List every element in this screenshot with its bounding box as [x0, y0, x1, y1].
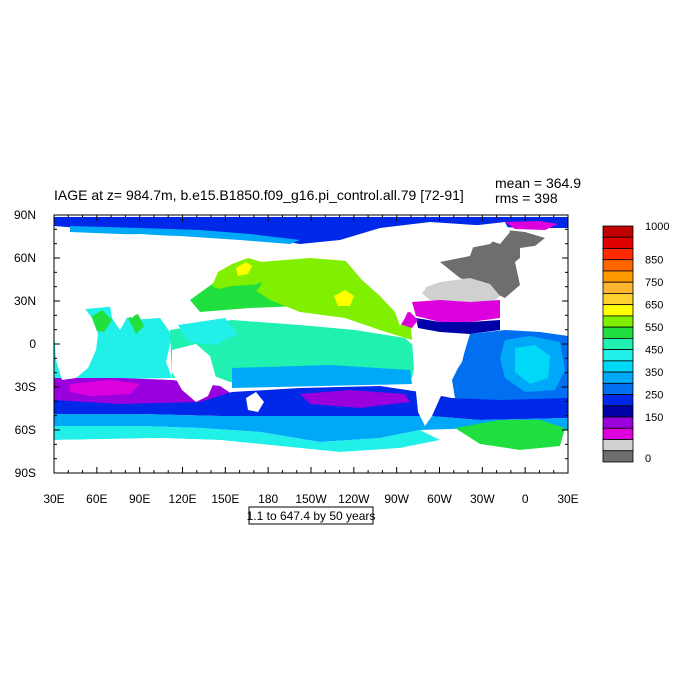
x-tick-label: 30W: [470, 492, 495, 506]
colorbar-swatch: [602, 326, 634, 339]
colorbar-label: 650: [645, 300, 663, 312]
region-south-atlantic-lighter: [515, 345, 550, 384]
colorbar-label: 450: [645, 345, 663, 357]
y-tick-label: 90N: [14, 208, 36, 222]
colorbar-swatch: [602, 360, 634, 373]
colorbar-swatch: [602, 236, 634, 249]
land-australia: [172, 344, 216, 402]
x-axis: 30E 60E 90E 120E 150E 180 150W 120W 90W 60W 30W 0 30…: [43, 215, 579, 506]
region-labrador-sea: [418, 278, 500, 304]
region-arctic-cyan: [70, 226, 300, 244]
region-north-atlantic: [412, 300, 500, 322]
colorbar-label: 750: [645, 277, 663, 289]
colorbar-label: 1000: [645, 221, 669, 233]
x-tick-label: 90W: [384, 492, 409, 506]
colorbar-swatch: [602, 382, 634, 395]
y-tick-label: 60S: [15, 423, 36, 437]
colorbar-swatch: [602, 304, 634, 317]
land-antarctica: [54, 438, 568, 473]
region-west-pacific: [178, 318, 238, 345]
x-tick-label: 60E: [86, 492, 107, 506]
colorbar-swatch: [602, 450, 634, 463]
contour-note-box: [248, 506, 374, 525]
chart-title: IAGE at z= 984.7m, b.e15.B1850.f09_g16.p…: [54, 187, 464, 203]
mean-stat: mean = 364.9: [495, 175, 581, 191]
land-greenland: [470, 222, 510, 244]
colorbar-swatch: [602, 281, 634, 294]
land-europe: [520, 244, 568, 300]
colorbar-swatch: [602, 315, 634, 328]
colorbar-label: 150: [645, 412, 663, 424]
colorbar-label: 350: [645, 367, 663, 379]
y-tick-label: 0: [29, 337, 36, 351]
colorbar-swatch: [602, 225, 634, 238]
region-south-pacific-purple: [300, 390, 410, 408]
x-tick-label: 120E: [168, 492, 196, 506]
land-south-america: [412, 332, 466, 426]
land-new-zealand: [246, 392, 264, 412]
region-kuroshio-yellow: [236, 262, 252, 276]
x-tick-label: 30E: [43, 492, 64, 506]
colorbar-swatch: [602, 394, 634, 407]
x-tick-label: 0: [522, 492, 529, 506]
y-tick-label: 30S: [15, 380, 36, 394]
y-tick-label: 30N: [14, 294, 36, 308]
region-antarctic-cyan: [54, 426, 440, 452]
rms-stat: rms = 398: [495, 190, 558, 206]
colorbar-swatch: [602, 416, 634, 429]
region-southwest-pacific: [232, 365, 412, 388]
land-asia: [54, 234, 212, 320]
colorbar-swatch: [602, 259, 634, 272]
x-tick-label: 30E: [557, 492, 578, 506]
region-arctic-purple: [505, 221, 558, 230]
x-tick-label: 180: [258, 492, 278, 506]
y-axis: 90N 60N 30N 0 30S 60S 90S: [14, 208, 568, 480]
region-antarctic-margin: [54, 414, 568, 442]
x-tick-label: 150E: [211, 492, 239, 506]
ocean-age-field: [54, 215, 568, 473]
colorbar-label: 250: [645, 390, 663, 402]
region-mid-atlantic: [416, 318, 500, 334]
colorbar-label: 0: [645, 453, 651, 465]
contour-note: 1.1 to 647.4 by 50 years: [247, 509, 376, 523]
x-tick-label: 90E: [129, 492, 150, 506]
region-bay-of-bengal: [128, 314, 144, 334]
colorbar-swatch: [602, 439, 634, 452]
colorbar-swatch: [602, 337, 634, 351]
region-weddell-sea: [455, 420, 565, 450]
land-africa: [54, 300, 98, 380]
colorbar-swatch: [602, 293, 634, 306]
colorbar-swatch: [602, 270, 634, 283]
y-tick-label: 90S: [15, 466, 36, 480]
land-north-america: [345, 226, 475, 326]
land-india: [110, 304, 128, 330]
region-arctic: [54, 217, 568, 244]
colorbar-swatch: [602, 427, 634, 440]
region-gulf-alaska-yellow: [334, 290, 354, 306]
x-tick-label: 60W: [427, 492, 452, 506]
x-tick-label: 120W: [338, 492, 370, 506]
x-tick-label: 150W: [295, 492, 327, 506]
colorbar-label: 850: [645, 255, 663, 267]
colorbar-swatch: [602, 248, 634, 261]
colorbar-label: 550: [645, 322, 663, 334]
region-southern-indian-magenta: [70, 380, 140, 396]
colorbar-swatch: [602, 405, 634, 418]
region-arabian-sea: [90, 310, 112, 332]
colorbar: 1000 850 750 650 550 450 350 250 150 0: [602, 221, 669, 465]
colorbar-swatch: [602, 349, 634, 362]
region-kamchatka-bright: [205, 284, 262, 300]
colorbar-swatch: [602, 371, 634, 384]
y-tick-label: 60N: [14, 251, 36, 265]
